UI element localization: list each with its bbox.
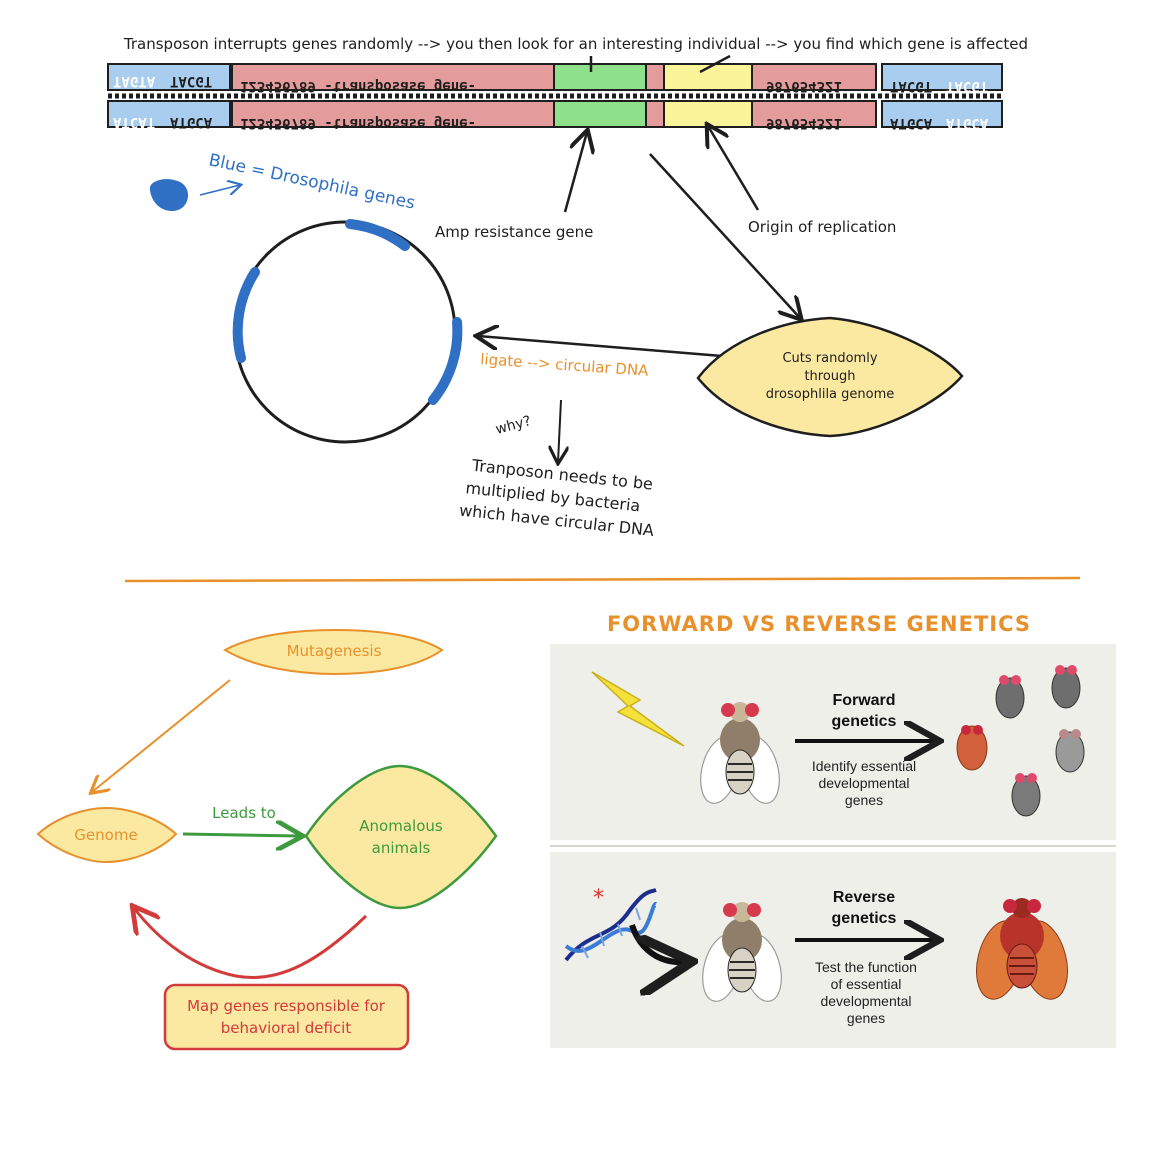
blue-swatch [149,179,189,212]
amp-gene-bottom-box [553,100,647,128]
right-end-top-box [881,63,1003,91]
reverse-desc-4: genes [847,1010,885,1026]
blue-legend-arrow [199,185,240,196]
mutant-fly-3-icon [956,725,988,771]
dna-strand: TAGTA TACGT ATCAT ATGCA 123456789 -trans… [107,54,1004,131]
forward-fly-icon [700,702,780,804]
anomalous-diamond [304,764,498,910]
forward-desc-3: genes [845,792,883,808]
reverse-curve-arrow [629,923,686,962]
numbers-bottom-box [751,100,877,128]
ligate-arrow [478,336,723,358]
cuts-line-2: through [804,369,855,384]
numbers-bottom-text: 987654321 [766,115,842,131]
right-end-top-b: TACGT [946,78,988,94]
numbers-top-text: 987654321 [766,78,842,94]
map-genes-line-2: behavioral deficit [221,1019,352,1037]
mutant-fly-5-icon [1011,773,1041,817]
forward-desc-1: Identify essential [812,758,916,774]
cut-arrow [649,153,800,318]
reverse-mutant-fly-icon [976,898,1068,1000]
svg-text:*: * [593,886,604,911]
mutant-fly-4-icon [1055,729,1085,773]
feedback-arrow [134,908,368,979]
anomalous-line-2: animals [372,839,431,857]
fr-title: FORWARD VS REVERSE GENETICS [607,612,1031,636]
mutant-fly-2-icon [1051,665,1081,709]
forward-title-2: genetics [832,713,897,730]
left-end-top-box [107,63,231,91]
amp-gene-top-box [553,63,647,91]
reverse-title-1: Reverse [833,889,895,906]
leads-to-label: Leads to [212,804,276,822]
spacer-bottom-box [645,100,665,128]
origin-label: Origin of replication [748,218,896,236]
ligate-label: ligate --> circular DNA [480,350,650,380]
reverse-desc-1: Test the function [815,959,917,975]
amp-label: Amp resistance gene [435,223,593,241]
mutant-fly-1-icon [995,675,1025,719]
right-end-top-a: TACGT [890,78,932,94]
left-end-bottom-b: ATGCA [170,114,213,130]
spacer-top-box [645,63,665,91]
left-end-top-a: TAGTA [113,73,156,89]
cuts-diamond [696,316,964,438]
genome-diamond [36,806,178,864]
numbers-top-box [751,63,877,91]
transposase-top-text: 123456789 -transposase gene- [240,78,476,94]
blue-gene-segment-left [232,267,260,363]
reverse-desc-2: of essential [831,976,902,992]
amp-arrow [563,132,587,213]
left-end-top-b: TACGT [170,73,212,89]
reverse-desc-3: developmental [820,993,911,1009]
section-divider [124,576,1081,583]
mutagenesis-arrow [92,679,231,792]
transposase-top-box [231,63,555,91]
right-end-bottom-box [881,100,1003,128]
why-label: why? [494,413,533,438]
forward-title-1: Forward [832,692,895,709]
anomalous-line-1: Anomalous [359,817,443,835]
forward-desc-2: developmental [818,775,909,791]
cuts-line-1: Cuts randomly [782,351,877,366]
left-end-bottom-a: ATCAT [113,114,155,130]
blue-legend-label: Blue = Drosophila genes [207,150,417,213]
map-genes-line-1: Map genes responsible for [187,997,386,1015]
genome-label: Genome [74,826,137,844]
reverse-title-2: genetics [832,910,897,927]
left-end-bottom-box [107,100,231,128]
why-arrow [558,399,561,462]
plasmid-circle [233,220,457,444]
blue-gene-segment-right [428,317,463,405]
mutagenesis-diamond [222,628,444,676]
blue-gene-segment-top [345,219,410,251]
cuts-line-3: drosophlila genome [766,387,895,402]
origin-arrow [708,126,760,211]
lightning-icon [591,671,685,747]
right-end-bottom-b: ATGCA [946,115,989,131]
transposase-bottom-text: 123456789 -transposase gene- [240,115,476,131]
top-caption: Transposon interrupts genes randomly -->… [123,35,1028,53]
mutagenesis-label: Mutagenesis [287,642,382,660]
right-end-bottom-a: ATGCA [890,115,933,131]
map-genes-box [163,983,410,1051]
origin-bottom-box [663,100,753,128]
leads-to-arrow [182,834,300,836]
reverse-fly-icon [702,902,782,1002]
